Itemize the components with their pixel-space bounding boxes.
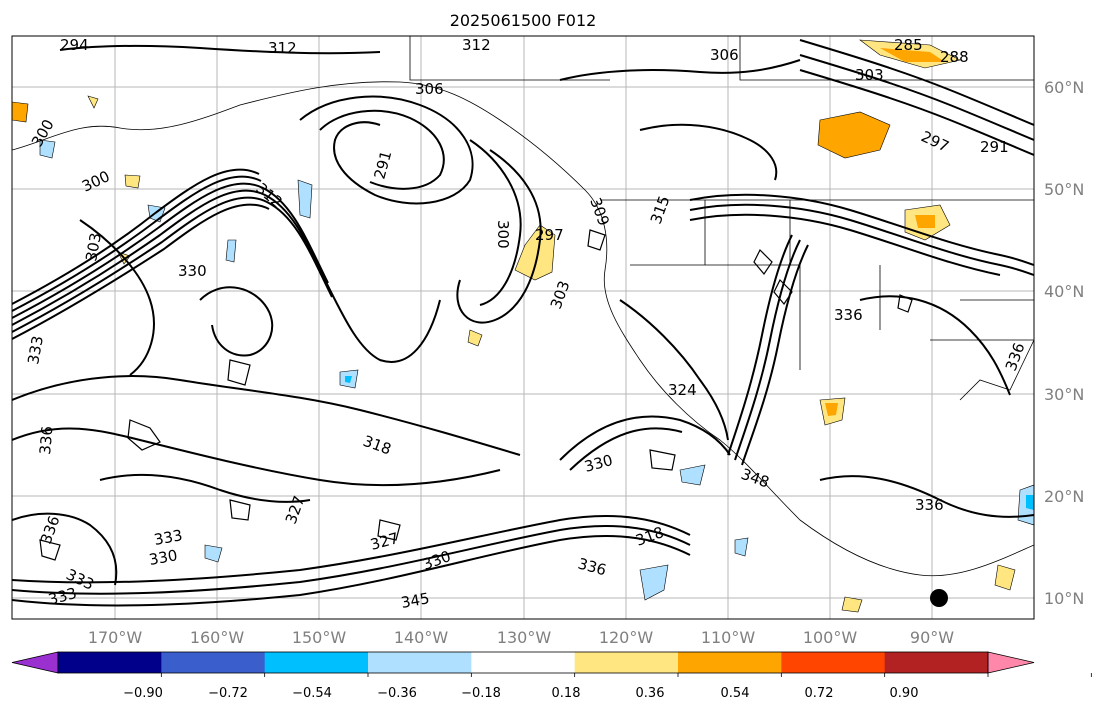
- colorbar-segment: [471, 652, 576, 673]
- shade-patch-yellow: [87, 95, 99, 109]
- shade-patch-cyan: [345, 376, 352, 383]
- colorbar-tick-label: 0.54: [721, 686, 750, 701]
- lat-label: 20°N: [1044, 487, 1084, 506]
- contour-label: 306: [710, 46, 739, 64]
- lat-label: 40°N: [1044, 282, 1084, 301]
- colorbar-extend-high: [987, 651, 1035, 674]
- shade-patch-lightblue: [225, 239, 237, 263]
- shade-patch-orange: [817, 111, 891, 159]
- lon-label: 120°W: [599, 628, 654, 647]
- lon-label: 160°W: [190, 628, 245, 647]
- colorbar-tick-label: −0.36: [377, 686, 417, 701]
- location-marker: [930, 589, 948, 607]
- shade-patch-lightblue: [639, 564, 669, 601]
- colorbar-segment: [678, 652, 782, 673]
- coastlines: [12, 36, 1034, 577]
- contour-label: 291: [980, 138, 1009, 156]
- colorbar-segment: [264, 652, 369, 673]
- shade-patch-lightblue: [734, 537, 749, 557]
- shade-patch-cyan: [1026, 495, 1034, 510]
- contour-label: 312: [268, 39, 297, 57]
- colorbar-segment: [161, 652, 266, 673]
- shade-patch-orange: [915, 215, 935, 228]
- lon-label: 140°W: [394, 628, 449, 647]
- shade-patch-lightblue: [297, 179, 313, 219]
- graticule: [12, 36, 1034, 619]
- colorbar-tick-label: −0.54: [292, 686, 332, 701]
- shade-patch-lightblue: [679, 464, 706, 486]
- colorbar-segment: [574, 652, 679, 673]
- colorbar-tick-label: −0.90: [123, 686, 163, 701]
- contour-label: 330: [178, 262, 207, 280]
- map-area: 294 312 312 306 306 285 288 303 300 300 …: [12, 36, 1034, 619]
- shade-patch-yellow: [467, 329, 483, 347]
- shade-patch-orange: [880, 48, 945, 62]
- colorbar-tick-label: −0.72: [208, 686, 248, 701]
- contour-label: 345: [400, 589, 431, 612]
- contour-label: 333: [153, 526, 184, 549]
- colorbar-extend-low: [11, 651, 59, 674]
- colorbar-segment: [58, 652, 162, 673]
- lon-label: 110°W: [701, 628, 756, 647]
- colorbar-tick-labels: −0.90 −0.72 −0.54 −0.36 −0.18 0.18 0.36 …: [123, 686, 918, 701]
- colorbar-tick-label: 0.18: [552, 686, 581, 701]
- colorbar-tick-label: 0.90: [890, 686, 919, 701]
- shade-patch-yellow: [124, 174, 141, 189]
- contour-label: 306: [415, 80, 444, 98]
- colorbar-tick-label: −0.18: [461, 686, 501, 701]
- contour-label: 336: [834, 306, 863, 324]
- shade-patch-lightblue: [39, 139, 56, 159]
- lon-label: 170°W: [88, 628, 143, 647]
- lon-label: 150°W: [292, 628, 347, 647]
- longitude-labels: 170°W 160°W 150°W 140°W 130°W 120°W 110°…: [88, 628, 954, 647]
- contour-label: 303: [82, 231, 105, 262]
- lon-label: 130°W: [497, 628, 552, 647]
- shade-patch-orange: [12, 101, 29, 123]
- shading-patches: [12, 39, 1034, 613]
- latitude-labels: 10°N 20°N 30°N 40°N 50°N 60°N: [1044, 78, 1084, 608]
- contour-label: 297: [535, 226, 564, 244]
- contour-label: 330: [148, 546, 179, 569]
- lon-label: 100°W: [803, 628, 858, 647]
- colorbar-segment: [781, 652, 886, 673]
- contour-lines-thin: [39, 229, 913, 561]
- lat-label: 50°N: [1044, 180, 1084, 199]
- lon-label: 90°W: [910, 628, 954, 647]
- contour-label: 288: [940, 48, 969, 66]
- contour-label: 324: [668, 381, 697, 399]
- colorbar-segment: [368, 652, 472, 673]
- lat-label: 30°N: [1044, 385, 1084, 404]
- map-frame: [11, 35, 1035, 620]
- shade-patch-yellow: [514, 224, 556, 281]
- contour-label: 285: [894, 36, 923, 54]
- shade-patch-yellow: [841, 596, 863, 613]
- colorbar-frame: [57, 651, 989, 674]
- shade-patch-yellow: [994, 564, 1016, 591]
- contour-label: 333: [24, 334, 47, 365]
- contour-label: 300: [494, 220, 512, 249]
- contour-label: 294: [60, 36, 89, 54]
- colorbar-segment: [884, 652, 989, 673]
- lat-label: 10°N: [1044, 589, 1084, 608]
- map-title: 2025061500 F012: [450, 11, 597, 30]
- colorbar-tick-label: 0.72: [805, 686, 834, 701]
- lat-label: 60°N: [1044, 78, 1084, 97]
- colorbar-tick-label: 0.36: [636, 686, 665, 701]
- contour-label: 303: [855, 66, 884, 84]
- shade-patch-lightblue: [204, 544, 223, 563]
- contour-label: 312: [462, 36, 491, 54]
- shade-patch-orange: [825, 403, 838, 416]
- contour-label: 336: [915, 496, 944, 514]
- contour-lines: [12, 39, 1034, 607]
- colorbar: [11, 651, 1092, 677]
- contour-label: 336: [36, 425, 56, 455]
